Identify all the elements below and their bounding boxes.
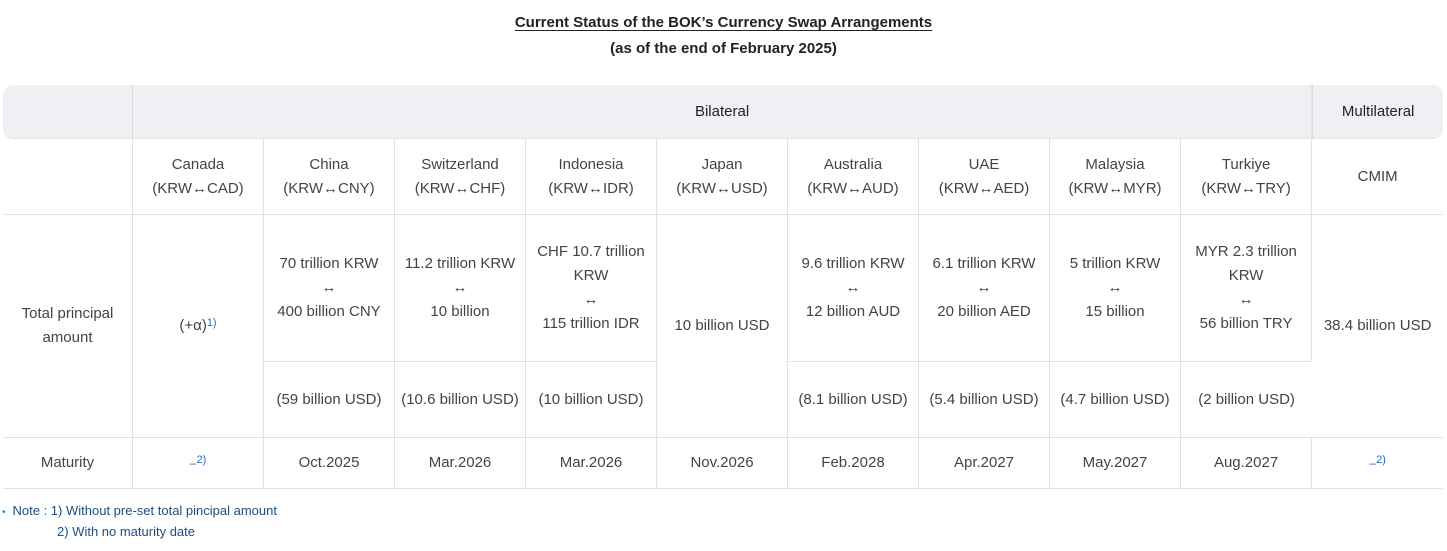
maturity-cell-japan: Nov.2026 bbox=[657, 438, 788, 489]
amount-cell-malaysia: 5 trillion KRW ↔ 15 billion bbox=[1050, 215, 1181, 362]
country-header-australia: Australia (KRW↔AUD) bbox=[788, 139, 919, 215]
maturity-cell-switzerland: Mar.2026 bbox=[395, 438, 526, 489]
usd-cell-uae: (5.4 billion USD) bbox=[919, 362, 1050, 438]
footnote-marker-2: 2) bbox=[196, 454, 207, 466]
country-corner-cell bbox=[3, 139, 133, 215]
amount-cell-china: 70 trillion KRW ↔ 400 billion CNY bbox=[264, 215, 395, 362]
page-title: Current Status of the BOK’s Currency Swa… bbox=[514, 14, 933, 31]
page-subtitle: (as of the end of February 2025) bbox=[610, 40, 837, 57]
country-header-canada: Canada (KRW↔CAD) bbox=[133, 139, 264, 215]
amount-cell-uae: 6.1 trillion KRW ↔ 20 billion AED bbox=[919, 215, 1050, 362]
usd-cell-turkiye: (2 billion USD) bbox=[1181, 362, 1313, 438]
country-header-china: China (KRW↔CNY) bbox=[264, 139, 395, 215]
country-header-cmim: CMIM bbox=[1312, 139, 1444, 215]
maturity-cell-cmim: –2) bbox=[1312, 438, 1444, 489]
amount-cell-australia: 9.6 trillion KRW ↔ 12 billion AUD bbox=[788, 215, 919, 362]
usd-cell-china: (59 billion USD) bbox=[264, 362, 395, 438]
usd-cell-switzerland: (10.6 billion USD) bbox=[395, 362, 526, 438]
bullet-icon: • bbox=[2, 507, 6, 518]
row-label-total-principal: Total principal amount bbox=[3, 215, 133, 438]
usd-cell-malaysia: (4.7 billion USD) bbox=[1050, 362, 1181, 438]
country-header-switzerland: Switzerland (KRW↔CHF) bbox=[395, 139, 526, 215]
note-line-1: Note : 1) Without pre-set total pincipal… bbox=[12, 503, 277, 518]
footnote-marker-2: 2) bbox=[1376, 454, 1386, 466]
amount-cell-switzerland: 11.2 trillion KRW ↔ 10 billion bbox=[395, 215, 526, 362]
usd-cell-australia: (8.1 billion USD) bbox=[788, 362, 919, 438]
country-header-turkiye: Turkiye (KRW↔TRY) bbox=[1181, 139, 1313, 215]
country-header-malaysia: Malaysia (KRW↔MYR) bbox=[1050, 139, 1181, 215]
country-header-indonesia: Indonesia (KRW↔IDR) bbox=[526, 139, 657, 215]
amount-cell-indonesia: CHF 10.7 trillion KRW ↔ 115 trillion IDR bbox=[526, 215, 657, 362]
amount-cell-cmim: 38.4 billion USD bbox=[1312, 215, 1444, 438]
maturity-cell-australia: Feb.2028 bbox=[788, 438, 919, 489]
swap-table: Bilateral Multilateral Canada (KRW↔CAD) C… bbox=[3, 85, 1444, 489]
amount-cell-canada: (+α)1) bbox=[133, 215, 264, 438]
country-header-japan: Japan (KRW↔USD) bbox=[657, 139, 788, 215]
maturity-cell-canada: –2) bbox=[133, 438, 264, 489]
maturity-cell-uae: Apr.2027 bbox=[919, 438, 1050, 489]
country-header-uae: UAE (KRW↔AED) bbox=[919, 139, 1050, 215]
row-label-maturity: Maturity bbox=[3, 438, 133, 489]
group-header-bilateral: Bilateral bbox=[133, 85, 1313, 139]
amount-cell-japan: 10 billion USD bbox=[657, 215, 788, 438]
note-line-2: 2) With no maturity date bbox=[57, 524, 195, 539]
usd-cell-indonesia: (10 billion USD) bbox=[526, 362, 657, 438]
group-header-multilateral: Multilateral bbox=[1312, 85, 1444, 139]
maturity-cell-turkiye: Aug.2027 bbox=[1181, 438, 1313, 489]
maturity-cell-malaysia: May.2027 bbox=[1050, 438, 1181, 489]
maturity-cell-china: Oct.2025 bbox=[264, 438, 395, 489]
header-corner-cell bbox=[3, 85, 133, 139]
amount-cell-turkiye: MYR 2.3 trillion KRW ↔ 56 billion TRY bbox=[1181, 215, 1313, 362]
maturity-cell-indonesia: Mar.2026 bbox=[526, 438, 657, 489]
footnote-marker-1: 1) bbox=[206, 317, 217, 329]
